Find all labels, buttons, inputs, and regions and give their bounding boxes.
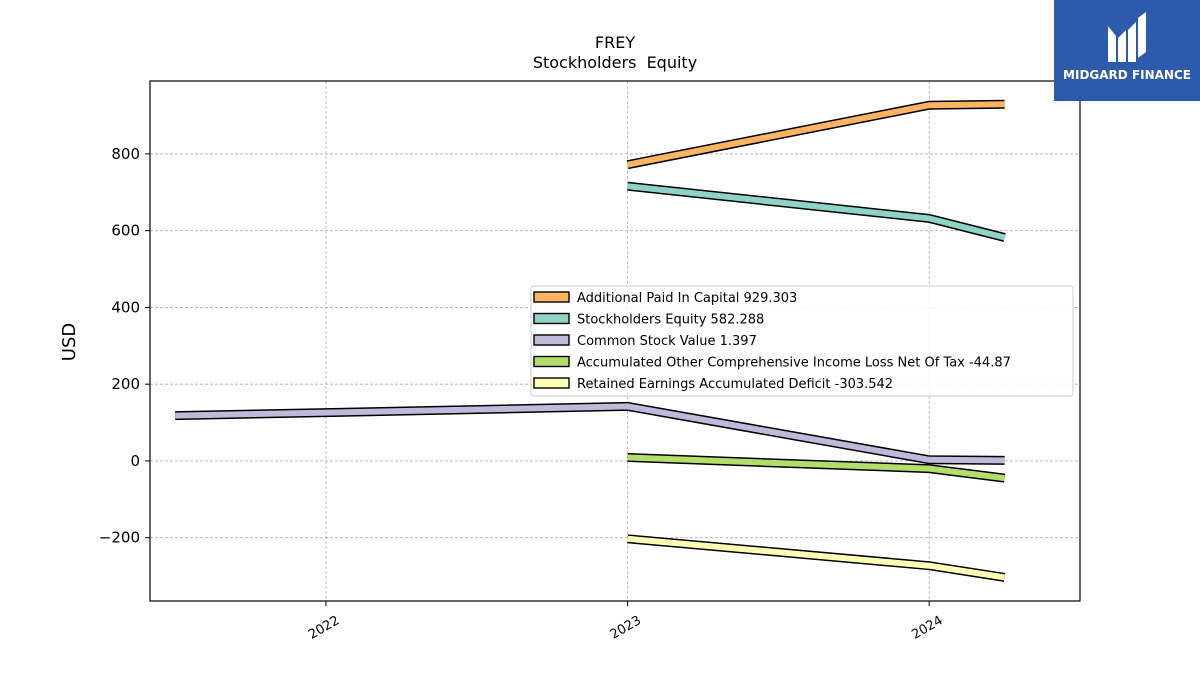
series-line <box>175 403 1005 464</box>
x-tick-label: 2023 <box>608 613 644 643</box>
brand-logo-text: MIDGARD FINANCE <box>1063 68 1191 82</box>
y-tick-label: 0 <box>130 452 140 470</box>
x-axis-ticks: 2022 2023 2024 <box>306 601 946 643</box>
legend-swatch <box>533 334 570 346</box>
y-axis-ticks: −200 0 200 400 600 800 <box>99 145 150 547</box>
chart-subtitle: Stockholders Equity <box>533 53 697 72</box>
legend-swatch <box>533 291 570 303</box>
legend-label: Additional Paid In Capital 929.303 <box>577 291 797 306</box>
y-tick-label: 400 <box>111 298 140 316</box>
x-tick-label: 2022 <box>306 613 342 643</box>
legend-label: Stockholders Equity 582.288 <box>577 313 764 328</box>
series-lines <box>175 99 1006 582</box>
legend-label: Common Stock Value 1.397 <box>577 334 757 349</box>
brand-logo-mark-icon <box>1108 12 1146 62</box>
chart-title: FREY <box>595 33 635 52</box>
legend-swatch <box>533 312 570 325</box>
legend-swatch <box>533 355 570 368</box>
plot-frame <box>149 80 1081 602</box>
y-tick-label: 600 <box>111 222 140 240</box>
legend-label: Retained Earnings Accumulated Deficit -3… <box>577 377 893 392</box>
legend-label: Accumulated Other Comprehensive Income L… <box>577 356 1011 371</box>
y-axis-label: USD <box>59 323 80 361</box>
y-tick-label: −200 <box>99 529 140 547</box>
series-line <box>627 183 1006 241</box>
series-line <box>627 101 1005 168</box>
series-line <box>627 454 1005 482</box>
legend-box <box>530 285 1074 397</box>
y-tick-label: 800 <box>111 145 140 163</box>
legend-swatch <box>533 377 570 389</box>
y-tick-label: 200 <box>111 375 140 393</box>
series-line <box>627 535 1006 581</box>
x-tick-label: 2024 <box>909 613 945 643</box>
brand-logo: MIDGARD FINANCE <box>1054 0 1200 101</box>
legend: Additional Paid In Capital 929.303 Stockh… <box>530 285 1074 397</box>
